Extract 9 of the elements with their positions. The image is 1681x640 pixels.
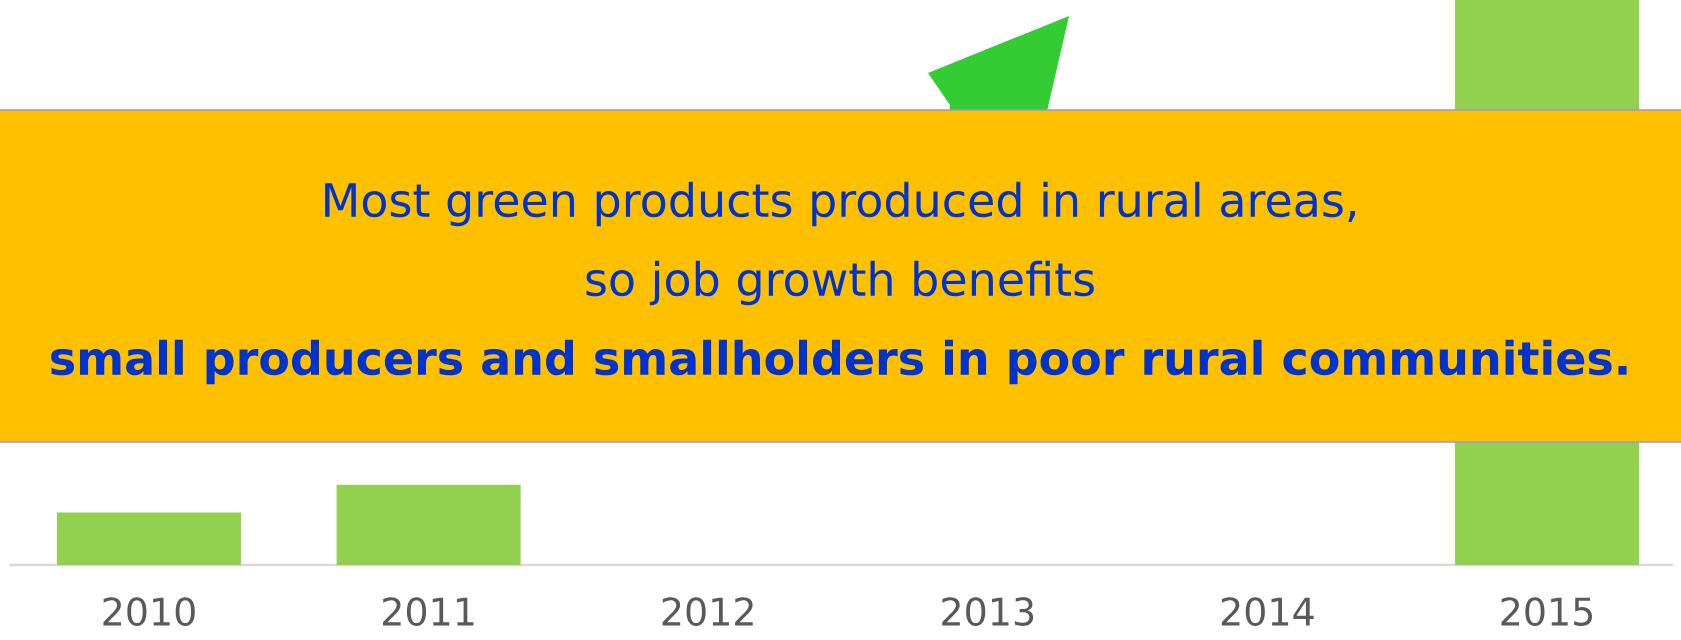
- annotation: Most green products produced in rural areas,: [325, 181, 1356, 227]
- x-tick-label: 2015: [1501, 597, 1593, 626]
- x-tick-label: 2014: [1221, 597, 1314, 626]
- annotation: small producers and smallholders in poor rural communities.: [51, 339, 1627, 385]
- x-tick-label: 2013: [942, 597, 1034, 626]
- x-tick-label: 2011: [383, 597, 474, 626]
- annotation: so job growth benefits: [586, 260, 1094, 306]
- x-tick-label: 2010: [103, 597, 195, 626]
- x-tick-label: 2012: [662, 597, 753, 626]
